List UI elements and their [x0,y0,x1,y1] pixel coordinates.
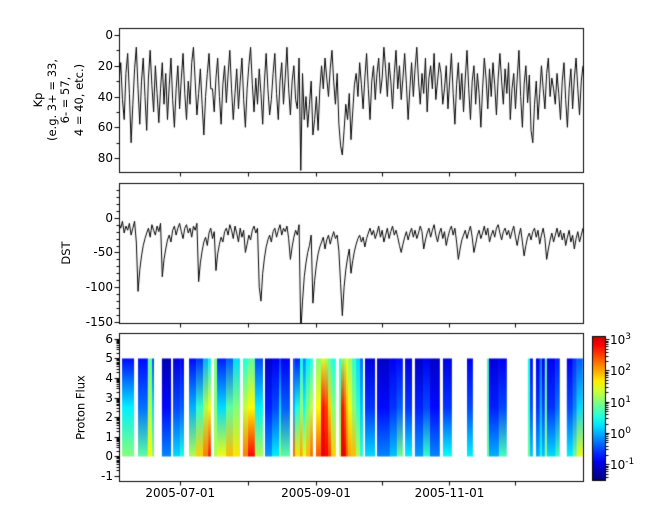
colorbar-tick-label: 101 [610,393,631,410]
kp-y-tick-label: 0 [105,27,113,42]
kp-y-tick-label: 40 [97,89,113,104]
kp-y-tick-label: 80 [97,151,113,166]
colorbar-tick-exponent: 0 [625,426,632,437]
colorbar-tick-base: 10 [610,333,626,348]
proton-y-tick-label: 3 [105,390,113,405]
kp-axis-label-line2: (e.g. 3+ = 33, [44,58,59,142]
colorbar-tick-base: 10 [610,364,626,379]
colorbar-tick-label: 102 [610,361,631,378]
colorbar-tick-exponent: 2 [625,363,632,374]
dst-y-tick-label: 0 [105,210,113,225]
colorbar-tick-exponent: 1 [625,394,632,405]
colorbar-tick-label: 100 [610,424,631,441]
proton-y-tick-label: 6 [105,331,113,346]
colorbar-tick-base: 10 [610,395,626,410]
kp-y-tick-label: 20 [97,58,113,73]
colorbar-tick-label: 10-1 [610,455,634,472]
x-tick-label: 2005-07-01 [145,486,216,500]
colorbar-tick-base: 10 [610,427,626,442]
proton-y-tick-label: -1 [101,469,113,484]
dst-y-tick-label: -100 [85,280,113,295]
colorbar-tick-base: 10 [610,458,626,473]
proton-y-tick-label: 2 [105,410,113,425]
colorbar-tick-exponent: 3 [625,332,632,343]
colorbar-tick-label: 103 [610,330,631,347]
dst-y-tick-label: -50 [93,245,113,260]
kp-y-tick-label: 60 [97,120,113,135]
x-tick-label: 2005-09-01 [281,486,351,500]
proton-y-tick-label: 5 [105,351,113,366]
proton-y-tick-label: 4 [105,371,113,386]
colorbar-tick-exponent: -1 [625,457,635,468]
kp-axis-label-line1: Kp [31,92,45,108]
dst-y-tick-label: -150 [85,314,113,329]
proton-y-tick-label: 1 [105,429,113,444]
proton-y-tick-label: 0 [105,449,113,464]
x-tick-label: 2005-11-01 [414,486,485,500]
